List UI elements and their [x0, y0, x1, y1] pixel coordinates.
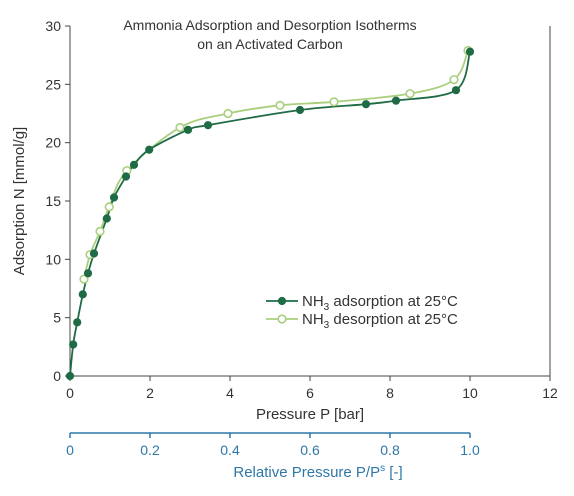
- legend-marker: [277, 296, 287, 306]
- desorption-point: [104, 202, 114, 212]
- adsorption-point: [183, 125, 193, 134]
- adsorption-point: [451, 86, 461, 95]
- legend-label-sub: 3: [324, 320, 330, 331]
- adsorption-point: [83, 269, 93, 278]
- adsorption-point: [203, 121, 213, 130]
- legend-label-prefix: NH: [302, 311, 324, 328]
- legend-label: NH3 desorption at 25°C: [302, 311, 458, 331]
- desorption-point: [449, 75, 459, 85]
- desorption-point: [175, 122, 185, 133]
- x-axis-label: Pressure P [bar]: [256, 406, 364, 423]
- series-line-desorption: [83, 50, 469, 280]
- relative-pressure-label: Relative Pressure P/Ps [-]: [233, 463, 402, 481]
- x-tick-label: 8: [386, 385, 394, 401]
- legend-label-prefix: NH: [302, 293, 324, 310]
- chart-title-line2: on an Activated Carbon: [197, 36, 343, 52]
- adsorption-point: [361, 100, 371, 109]
- desorption-point: [79, 274, 89, 284]
- adsorption-point: [89, 249, 99, 258]
- chart-title-line1: Ammonia Adsorption and Desorption Isothe…: [123, 17, 416, 33]
- relative-pressure-label-suffix: [-]: [385, 464, 403, 481]
- relative-tick-label: 0: [66, 442, 74, 458]
- y-tick-label: 5: [53, 310, 61, 326]
- adsorption-point: [391, 96, 401, 105]
- relative-tick-label: 0.4: [220, 442, 240, 458]
- desorption-point: [275, 100, 285, 110]
- adsorption-point: [78, 290, 87, 299]
- x-tick-label: 2: [146, 385, 154, 401]
- legend-label-sub: 3: [324, 302, 330, 313]
- adsorption-point: [73, 318, 82, 327]
- desorption-point: [405, 89, 415, 99]
- relative-tick-label: 0.8: [380, 442, 400, 458]
- y-tick-label: 25: [45, 76, 61, 92]
- x-tick-label: 6: [306, 385, 314, 401]
- adsorption-point: [65, 371, 75, 381]
- relative-tick-label: 0.2: [140, 442, 160, 458]
- x-tick-label: 4: [226, 385, 234, 401]
- y-tick-label: 10: [45, 251, 61, 267]
- y-tick-label: 30: [45, 18, 61, 34]
- x-tick-label: 12: [542, 385, 558, 401]
- y-tick-label: 0: [53, 368, 61, 384]
- adsorption-point: [69, 340, 78, 349]
- y-axis-ticks: 0 5 10 15 20 25 30: [45, 18, 70, 384]
- adsorption-point: [102, 214, 111, 223]
- relative-pressure-axis: 0 0.2 0.4 0.6 0.8 1.0: [66, 432, 480, 458]
- desorption-point: [223, 108, 233, 119]
- legend-marker: [277, 314, 287, 324]
- adsorption-point: [129, 160, 139, 169]
- y-tick-label: 15: [45, 193, 61, 209]
- adsorption-point: [121, 172, 131, 181]
- x-tick-label: 10: [462, 385, 478, 401]
- adsorption-point: [145, 145, 154, 154]
- relative-pressure-label-prefix: Relative Pressure P/P: [233, 464, 380, 481]
- series-layer: [65, 45, 475, 381]
- legend-label: NH3 adsorption at 25°C: [302, 293, 458, 313]
- adsorption-point: [465, 47, 475, 56]
- relative-pressure-label-sup: s: [380, 463, 385, 474]
- y-tick-label: 20: [45, 135, 61, 151]
- legend-label-suffix: adsorption at 25°C: [329, 293, 458, 310]
- adsorption-point: [109, 193, 119, 202]
- legend-label-suffix: desorption at 25°C: [329, 311, 458, 328]
- relative-tick-label: 0.6: [300, 442, 320, 458]
- y-axis-label: Adsorption N [mmol/g]: [11, 127, 28, 275]
- relative-tick-label: 1.0: [460, 442, 480, 458]
- adsorption-point: [295, 105, 305, 115]
- desorption-point: [95, 226, 105, 236]
- desorption-point: [329, 97, 339, 107]
- x-tick-label: 0: [66, 385, 74, 401]
- x-axis-ticks: 0 2 4 6 8 10 12: [66, 376, 558, 401]
